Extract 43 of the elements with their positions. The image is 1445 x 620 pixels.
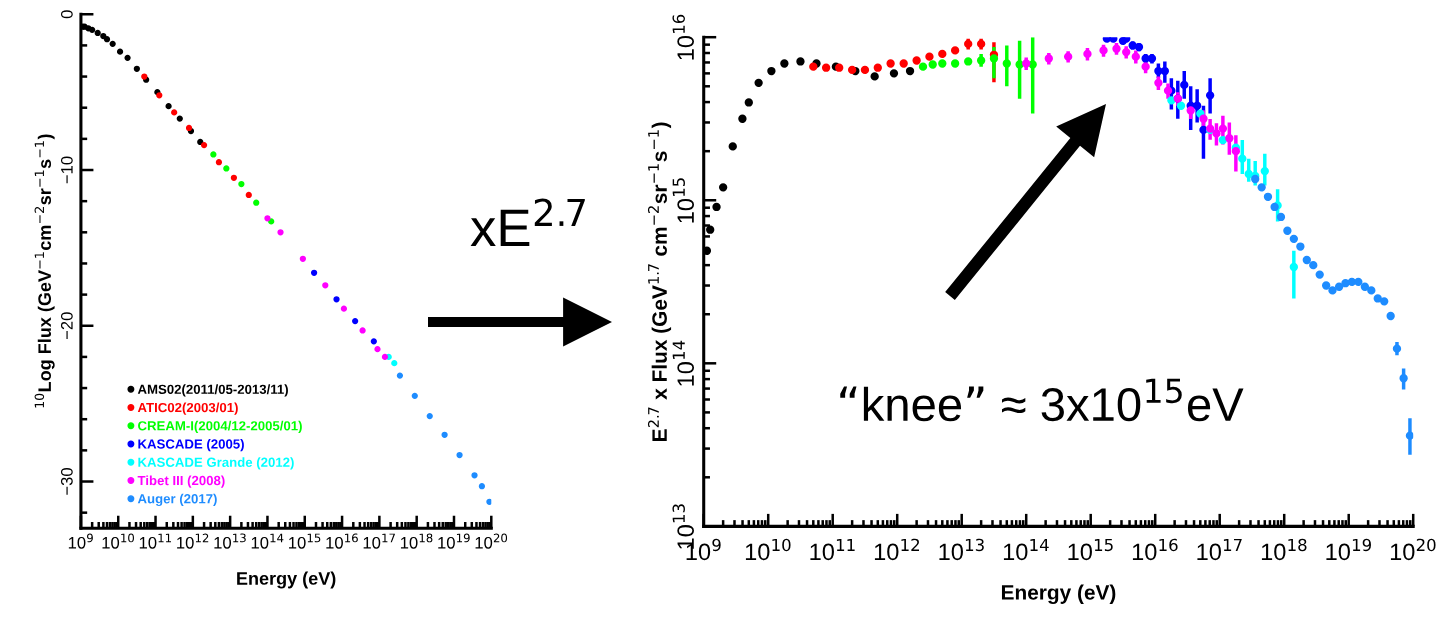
x-tick-label: 10$^{14}$ [1003,538,1049,561]
text: E$^{2.7}$ x Flux (GeV$^{1.7}$ cm$^{−2}$sr$^{−1}$s$^{−1}$) [647,122,672,441]
x-tick-label: 10$^{18}$ [400,533,433,549]
x-tick-label: 10$^{14}$ [251,533,284,549]
y-tick-label: 10$^{16}$ [672,14,695,60]
x-tick-label: 10$^{9}$ [68,533,93,549]
legend-label: ATIC02(2003/01) [137,402,238,415]
x-tick-label: 10$^{20}$ [1390,538,1436,561]
x-tick-label: 10$^{16}$ [1132,538,1178,561]
x-axis-title: Energy (eV) [1001,584,1116,605]
x-tick-label: 10$^{17}$ [1197,538,1242,561]
x-tick-label: 10$^{10}$ [745,538,791,561]
annotation: “knee” ≈ 3x10$^{15}$eV [840,378,1244,422]
y-tick-label: −10 [60,156,73,184]
x-tick-label: 10$^{12}$ [874,538,919,561]
legend-label: CREAM-I(2004/12-2005/01) [138,420,302,434]
x-tick-label: 10$^{13}$ [214,533,246,549]
x-tick-label: 10$^{20}$ [475,533,508,549]
x-tick-label: 10$^{15}$ [1068,538,1113,561]
x-axis-title: Energy (eV) [237,571,336,589]
x-tick-label: 10$^{11}$ [810,538,855,561]
x-tick-label: 10$^{17}$ [363,533,395,549]
legend-label: Auger (2017) [137,493,217,507]
x-tick-label: 10$^{11}$ [139,533,171,549]
x-tick-label: 10$^{18}$ [1261,538,1307,561]
y-tick-label: −30 [60,468,73,495]
x-tick-label: 10$^{12}$ [177,533,209,549]
text: $^{10}$Log Flux (GeV$^{−1}$cm$^{−2}$sr$^{−1}$s$^{−1}$) [34,134,55,408]
x-tick-label: 10$^{16}$ [326,533,358,549]
x-tick-label: 10$^{10}$ [102,533,134,549]
legend-label: KASCADE (2005) [138,439,244,452]
y-tick-label: 10$^{14}$ [672,340,695,386]
x-tick-label: 10$^{19}$ [438,533,470,549]
annotation: xE$^{2.7}$ [470,198,585,247]
x-tick-label: 10$^{13}$ [939,538,984,561]
legend-label: Tibet III (2008) [137,475,225,488]
x-tick-label: 10$^{19}$ [1326,538,1371,561]
y-tick-label: −20 [60,312,73,340]
y-tick-label: 0 [60,10,73,19]
legend-label: KASCADE Grande (2012) [138,457,294,470]
legend-label: AMS02(2011/05-2013/11) [137,384,288,397]
x-tick-label: 10$^{15}$ [289,533,321,549]
y-tick-label: 10$^{15}$ [672,178,695,223]
